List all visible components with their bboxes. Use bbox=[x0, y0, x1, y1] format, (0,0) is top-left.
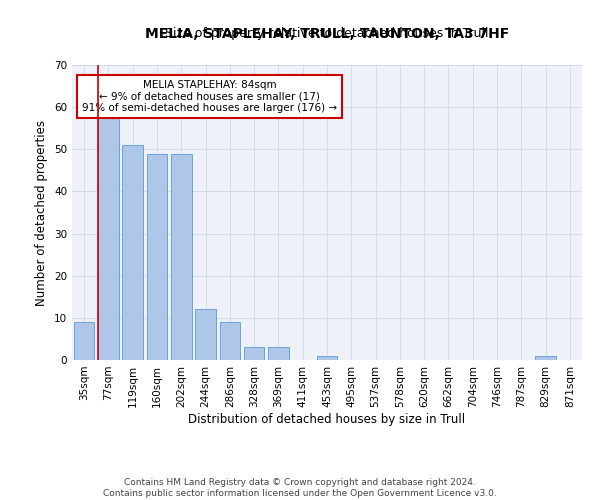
X-axis label: Distribution of detached houses by size in Trull: Distribution of detached houses by size … bbox=[188, 412, 466, 426]
Bar bbox=[195, 310, 216, 360]
Bar bbox=[220, 322, 240, 360]
Text: MELIA STAPLEHAY: 84sqm
← 9% of detached houses are smaller (17)
91% of semi-deta: MELIA STAPLEHAY: 84sqm ← 9% of detached … bbox=[82, 80, 337, 113]
Y-axis label: Number of detached properties: Number of detached properties bbox=[35, 120, 49, 306]
Bar bbox=[98, 116, 119, 360]
Title: Size of property relative to detached houses in Trull: Size of property relative to detached ho… bbox=[165, 27, 489, 40]
Bar bbox=[268, 348, 289, 360]
Bar bbox=[146, 154, 167, 360]
Bar bbox=[535, 356, 556, 360]
Bar bbox=[74, 322, 94, 360]
Text: MELIA, STAPLEHAY, TRULL, TAUNTON, TA3 7HF: MELIA, STAPLEHAY, TRULL, TAUNTON, TA3 7H… bbox=[145, 28, 509, 42]
Bar bbox=[122, 145, 143, 360]
Bar bbox=[171, 154, 191, 360]
Bar bbox=[244, 348, 265, 360]
Text: Contains HM Land Registry data © Crown copyright and database right 2024.
Contai: Contains HM Land Registry data © Crown c… bbox=[103, 478, 497, 498]
Bar bbox=[317, 356, 337, 360]
